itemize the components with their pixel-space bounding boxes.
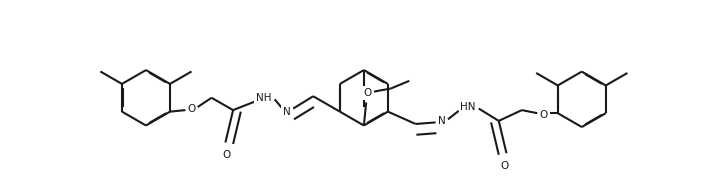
- Text: O: O: [501, 161, 509, 171]
- Text: N: N: [438, 116, 446, 126]
- Text: O: O: [187, 104, 196, 114]
- Text: HN: HN: [460, 102, 476, 112]
- Text: O: O: [540, 110, 547, 120]
- Text: N: N: [283, 107, 291, 117]
- Text: O: O: [364, 88, 372, 98]
- Text: NH: NH: [256, 93, 272, 103]
- Text: O: O: [223, 150, 231, 160]
